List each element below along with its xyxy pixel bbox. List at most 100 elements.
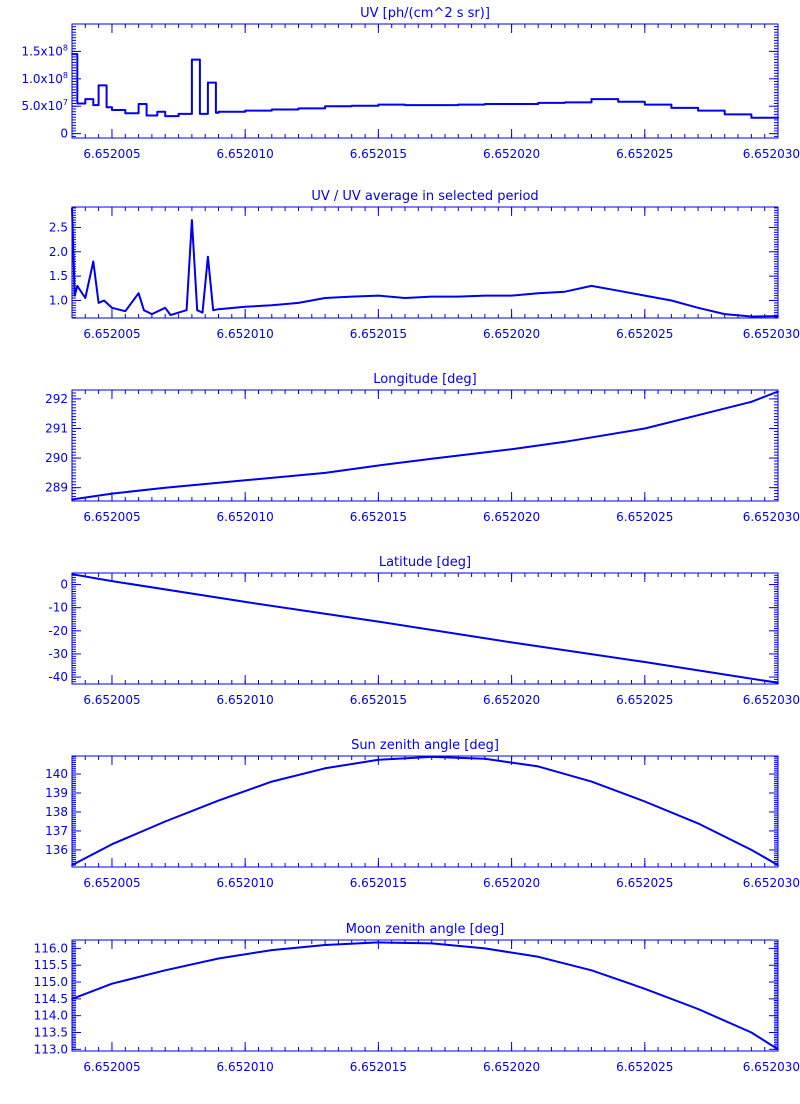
data-point [217, 799, 220, 802]
data-point [697, 307, 699, 309]
y-tick-label-base: -20 [48, 624, 68, 638]
data-point [750, 315, 753, 318]
series-line [72, 53, 779, 119]
data-point [777, 682, 779, 684]
y-tick-label-base: -40 [48, 670, 68, 684]
data-point [377, 620, 380, 623]
data-point [777, 315, 779, 317]
chart-title: UV / UV average in selected period [311, 189, 538, 204]
data-point [697, 1008, 699, 1010]
chart-title: UV [ph/(cm^2 s sr)] [360, 6, 490, 21]
data-point [644, 427, 646, 430]
y-tick-label-base: 0 [60, 578, 68, 592]
data-point [510, 294, 513, 297]
x-tick-label: 6.652025 [616, 327, 673, 341]
data-point [644, 294, 646, 297]
data-point [510, 448, 513, 451]
x-tick-label: 6.652015 [350, 693, 407, 707]
plot-frame [71, 389, 779, 502]
data-point [697, 822, 699, 825]
data-point [164, 486, 166, 489]
data-point [271, 304, 273, 307]
y-tick-label-base: 0 [60, 127, 68, 141]
data-point [777, 1048, 779, 1051]
data-point [207, 81, 209, 84]
chart-panel-6: Moon zenith angle [deg] 6.652005 6.652010 6… [34, 922, 800, 1074]
data-point [177, 113, 180, 115]
y-tick-label-base: 291 [45, 421, 68, 435]
data-point [457, 103, 460, 106]
data-point [76, 102, 79, 105]
y-tick-label: 0 [60, 127, 68, 141]
data-point [430, 295, 433, 298]
data-point [617, 101, 619, 103]
data-point [510, 103, 513, 105]
y-tick-label: 136 [45, 843, 68, 857]
y-tick-label: 138 [45, 805, 68, 819]
chart-title: Moon zenith angle [deg] [346, 922, 504, 937]
data-point [297, 302, 300, 304]
y-tick-label: -10 [48, 601, 68, 615]
plot-frame [71, 939, 779, 1052]
y-tick-label: 2.0 [49, 245, 68, 259]
data-point [377, 759, 380, 761]
chart-panel-4: Latitude [deg] 6.652005 6.652010 6.652015 6.… [48, 555, 800, 707]
y-tick-label: 2.5 [49, 220, 68, 234]
data-point [84, 98, 87, 100]
y-tick-label-base: 292 [45, 392, 68, 406]
data-point [185, 309, 188, 312]
y-tick-label: 140 [45, 767, 68, 781]
y-tick-label: 116.0 [34, 941, 68, 955]
data-point [177, 311, 180, 314]
data-point [124, 310, 127, 313]
data-point [324, 944, 326, 946]
x-tick-label: 6.652005 [83, 1060, 140, 1074]
data-point [324, 472, 326, 474]
data-point [199, 113, 201, 115]
data-point [105, 106, 108, 109]
y-tick-label: 113.5 [34, 1026, 68, 1040]
data-point [350, 295, 353, 298]
data-point [484, 294, 486, 297]
y-tick-label-exponent: 8 [63, 43, 68, 52]
data-point [84, 297, 87, 299]
data-point [564, 441, 566, 443]
data-point [670, 107, 673, 109]
y-tick-label-base: 136 [45, 843, 68, 857]
data-point [777, 864, 779, 866]
x-tick-label: 6.652015 [350, 147, 407, 161]
y-tick-label: 0 [60, 578, 68, 592]
x-tick-label: 6.652005 [83, 876, 140, 890]
data-point [137, 103, 140, 105]
y-tick-label-base: 137 [45, 824, 68, 838]
y-tick-label: 115.0 [34, 975, 68, 989]
y-tick-label: 114.0 [34, 1009, 68, 1023]
data-point [217, 110, 220, 113]
y-tick-label-base: -10 [48, 601, 68, 615]
data-point [324, 767, 326, 770]
data-point [164, 307, 166, 309]
x-tick-label: 6.652025 [616, 693, 673, 707]
y-tick-label: 1.0 [49, 293, 68, 307]
data-point [670, 299, 673, 302]
data-point [271, 108, 273, 111]
data-point [244, 109, 246, 112]
data-point [92, 260, 95, 263]
y-tick-label-base: 116.0 [34, 941, 68, 955]
y-tick-label-base: 290 [45, 451, 68, 465]
data-point [430, 756, 433, 758]
data-point [164, 115, 166, 117]
data-point [537, 765, 539, 768]
x-tick-label: 6.652015 [350, 327, 407, 341]
data-point [156, 110, 159, 113]
y-tick-label-exponent: 8 [63, 71, 68, 80]
data-point [71, 53, 73, 55]
series-line [71, 573, 779, 684]
data-point [71, 498, 73, 501]
data-point [750, 1031, 753, 1034]
data-point [271, 780, 273, 783]
data-point [750, 116, 753, 119]
data-point [111, 982, 113, 985]
data-point [97, 302, 100, 304]
